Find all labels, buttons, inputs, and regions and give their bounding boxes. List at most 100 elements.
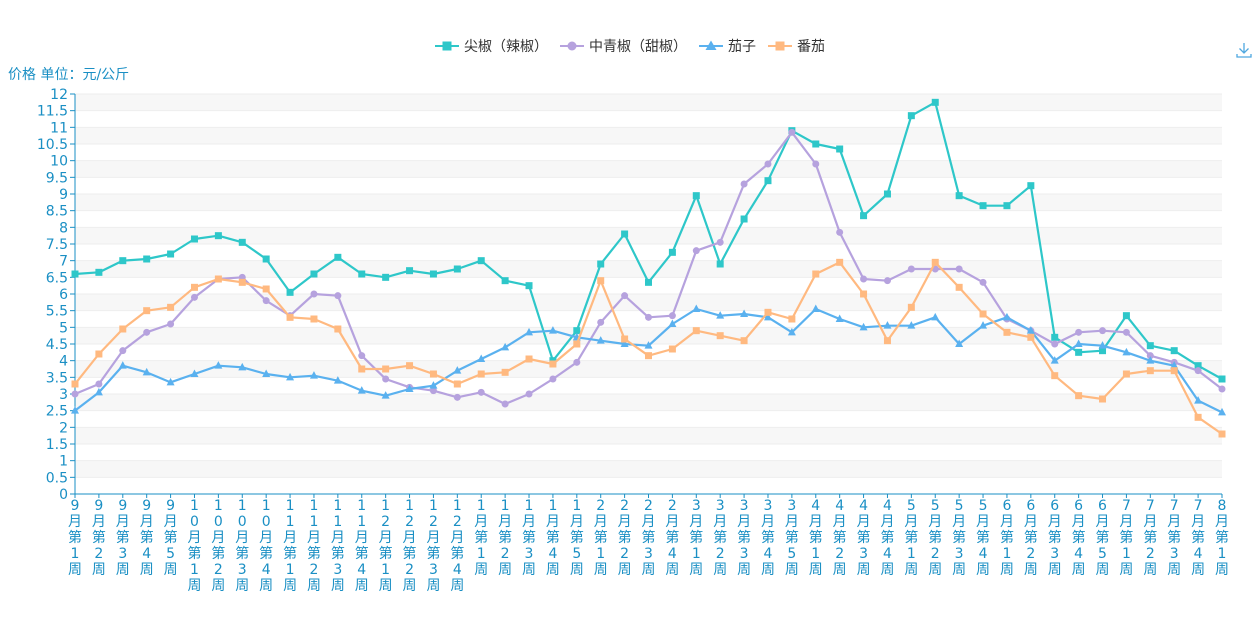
data-point [1074,339,1083,347]
data-point [716,260,724,268]
grid-band [75,294,1222,311]
data-point [71,270,79,278]
data-point [429,270,437,278]
x-tick-label: 3 月第 1 周 [689,498,703,578]
x-tick-label: 9 月第 2 周 [92,498,106,578]
data-point [501,342,510,351]
data-point [1075,348,1083,356]
y-tick-label: 0.5 [46,470,68,486]
x-tick-label: 6 月第 5 周 [1096,498,1110,578]
data-point [190,369,199,377]
x-tick-label: 1 2 月第 4 周 [450,498,464,594]
y-axis-label: 价格 单位：元/公斤 [8,67,130,83]
data-point [190,283,198,291]
x-tick-label: 1 0 月第 2 周 [211,498,225,594]
data-point [1194,413,1202,421]
data-point [214,232,222,240]
data-point [214,275,222,283]
data-point [883,321,892,329]
data-point [836,145,844,153]
data-point [71,390,79,398]
legend-label: 番茄 [797,39,825,55]
data-point [645,352,652,360]
legend-marker [768,41,792,51]
data-point [310,315,318,323]
data-point [406,362,414,370]
x-tick-label: 2 月第 4 周 [665,498,679,578]
x-tick-label: 6 月第 4 周 [1072,498,1086,578]
legend-marker [560,41,584,51]
data-point [1050,356,1059,364]
data-point [1218,407,1226,416]
data-point [453,265,461,273]
y-tick-label: 9.5 [46,170,68,186]
data-point [286,372,295,381]
x-tick-label: 3 月第 5 周 [785,498,799,578]
data-point [1218,375,1226,383]
data-point [1122,370,1130,378]
data-point [477,370,485,378]
data-point [167,303,175,311]
data-point [597,260,605,268]
data-point [525,282,533,290]
legend-label: 尖椒（辣椒） [464,39,548,55]
x-tick-label: 1 2 月第 2 周 [403,498,417,594]
data-point [381,391,390,399]
grid-band [75,460,1222,478]
y-tick-label: 11 [50,120,68,136]
grid-band [75,394,1222,411]
data-point [573,327,581,335]
data-point [812,140,820,148]
data-point [477,257,485,265]
grid-band [75,227,1222,244]
y-tick-label: 11.5 [37,104,68,120]
data-point [1194,362,1202,370]
data-point [1051,340,1059,348]
data-point [907,303,915,311]
data-point [716,238,724,246]
data-point [358,365,366,373]
x-tick-label: 2 月第 1 周 [594,498,608,578]
data-point [692,327,700,335]
data-point [835,314,844,322]
data-point [1170,361,1179,369]
data-point [740,215,748,223]
data-point [573,358,581,366]
x-tick-label: 6 月第 1 周 [1000,498,1014,578]
data-point [119,257,127,265]
data-point [1146,342,1154,350]
legend-item[interactable]: 番茄 [768,36,825,56]
x-tick-label: 1 1 月第 1 周 [283,498,297,594]
y-tick-label: 3 [59,387,68,403]
download-icon[interactable] [1236,42,1252,62]
x-tick-label: 9 月第 3 周 [116,498,130,578]
y-tick-label: 7.5 [46,237,68,253]
x-tick-label: 4 月第 4 周 [880,498,894,578]
legend-item[interactable]: 中青椒（甜椒） [560,36,687,56]
y-tick-label: 1.5 [46,437,68,453]
x-tick-label: 3 月第 4 周 [761,498,775,578]
data-point [763,312,772,321]
data-point [309,371,318,379]
legend-item[interactable]: 茄子 [699,36,756,56]
legend-item[interactable]: 尖椒（辣椒） [435,36,548,56]
data-point [621,230,629,238]
y-tick-label: 2.5 [46,404,68,420]
data-point [1075,328,1083,336]
data-point [1051,333,1059,341]
data-point [429,381,438,389]
data-point [262,297,270,305]
x-tick-label: 7 月第 2 周 [1143,498,1157,578]
x-tick-label: 1 0 月第 3 周 [235,498,249,594]
data-point [668,248,676,256]
data-point [549,375,557,383]
data-point [621,292,629,300]
data-point [334,292,342,300]
grid-band [75,160,1222,178]
chart-legend: 尖椒（辣椒） 中青椒（甜椒） 茄子 番茄 [0,36,1260,57]
data-point [548,326,557,334]
data-point [955,192,963,200]
data-point [525,327,534,336]
data-point [596,336,605,344]
data-point [262,285,270,293]
